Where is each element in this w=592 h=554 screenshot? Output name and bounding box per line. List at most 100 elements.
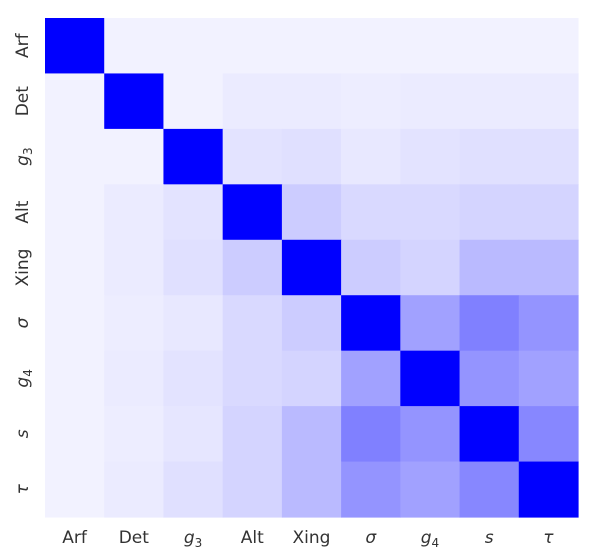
y-tick-label-σ: σ xyxy=(13,316,33,328)
heatmap-cell-Xing-σ xyxy=(341,239,401,296)
y-tick-label-g4: g4 xyxy=(13,369,35,387)
heatmap-cell-Arf-g3 xyxy=(163,18,224,75)
x-tick-label-s: s xyxy=(485,528,494,548)
heatmap-cell-g3-Xing xyxy=(281,128,342,185)
y-tick-label-s: s xyxy=(13,429,33,438)
heatmap-cell-σ-g4 xyxy=(400,295,461,352)
heatmap-cell-Xing-Det xyxy=(104,239,165,296)
heatmap-cell-Det-Alt xyxy=(222,73,283,130)
heatmap-cell-Arf-g4 xyxy=(400,18,461,75)
heatmap-cell-τ-Alt xyxy=(222,461,283,518)
x-tick-label-Det: Det xyxy=(119,528,150,548)
heatmap-cell-Alt-σ xyxy=(341,184,401,241)
heatmap-cell-s-s xyxy=(459,406,520,463)
y-tick-label-Arf: Arf xyxy=(13,32,33,58)
heatmap-cell-s-Alt xyxy=(222,406,283,463)
heatmap-cell-Alt-g3 xyxy=(163,184,224,241)
heatmap-cell-Xing-Alt xyxy=(222,239,283,296)
heatmap-cell-Alt-s xyxy=(459,184,520,241)
heatmap-cell-τ-Xing xyxy=(281,461,342,518)
heatmap-cell-g4-Alt xyxy=(222,350,283,407)
heatmap-cell-Arf-Det xyxy=(104,18,165,75)
heatmap-cell-σ-Arf xyxy=(45,295,105,352)
heatmap-cell-g3-τ xyxy=(518,128,579,185)
heatmap-cell-g4-g3 xyxy=(163,350,224,407)
heatmap-cell-s-τ xyxy=(518,406,579,463)
x-tick-label-g3: g3 xyxy=(184,528,202,550)
heatmap-cell-g4-Arf xyxy=(45,350,105,407)
x-tick-label-Alt: Alt xyxy=(241,528,264,548)
heatmap-cell-Xing-Xing xyxy=(281,239,342,296)
heatmap-cell-s-Det xyxy=(104,406,165,463)
heatmap-cell-Xing-g4 xyxy=(400,239,461,296)
heatmap-cell-Xing-Arf xyxy=(45,239,105,296)
heatmap-cell-Det-s xyxy=(459,73,520,130)
heatmap-cell-Arf-τ xyxy=(518,18,579,75)
heatmap-cell-σ-Det xyxy=(104,295,165,352)
y-tick-label-Xing: Xing xyxy=(13,249,33,287)
heatmap-cell-Det-Xing xyxy=(281,73,342,130)
heatmap-cell-g3-Arf xyxy=(45,128,105,185)
heatmap-cell-Arf-Xing xyxy=(281,18,342,75)
heatmap-cell-g3-σ xyxy=(341,128,401,185)
y-axis-tick-labels: Arf Det g3 Alt Xing σ g4 s τ xyxy=(13,32,35,494)
heatmap-cell-g4-σ xyxy=(341,350,401,407)
y-tick-label-g3: g3 xyxy=(13,147,35,165)
heatmap-cell-Det-Arf xyxy=(45,73,105,130)
heatmap-cell-g3-Det xyxy=(104,128,165,185)
heatmap-cell-Det-σ xyxy=(341,73,401,130)
heatmap-cell-τ-Det xyxy=(104,461,165,518)
heatmap-cell-Alt-Xing xyxy=(281,184,342,241)
heatmap-cell-σ-s xyxy=(459,295,520,352)
x-tick-label-Arf: Arf xyxy=(62,528,88,548)
heatmap-cell-Det-τ xyxy=(518,73,579,130)
heatmap-cell-σ-τ xyxy=(518,295,579,352)
heatmap-cell-Alt-Arf xyxy=(45,184,105,241)
y-tick-label-Det: Det xyxy=(13,86,33,117)
heatmap-cell-Arf-Alt xyxy=(222,18,283,75)
heatmap-cell-Det-g3 xyxy=(163,73,224,130)
heatmap-cell-Alt-g4 xyxy=(400,184,461,241)
heatmap-cell-g3-s xyxy=(459,128,520,185)
heatmap-cell-τ-Arf xyxy=(45,461,105,518)
heatmap-cell-Arf-σ xyxy=(341,18,401,75)
heatmap-cell-τ-s xyxy=(459,461,520,518)
heatmap-cell-Xing-τ xyxy=(518,239,579,296)
heatmap-cell-s-σ xyxy=(341,406,401,463)
heatmap-cell-Det-g4 xyxy=(400,73,461,130)
x-tick-label-σ: σ xyxy=(365,528,377,548)
heatmap-cell-s-g4 xyxy=(400,406,461,463)
heatmap-cell-σ-Xing xyxy=(281,295,342,352)
heatmap-cell-s-Arf xyxy=(45,406,105,463)
x-tick-label-τ: τ xyxy=(543,528,554,548)
heatmap-cell-g4-s xyxy=(459,350,520,407)
heatmap-cell-σ-Alt xyxy=(222,295,283,352)
heatmap-cell-s-g3 xyxy=(163,406,224,463)
heatmap-cell-Alt-Det xyxy=(104,184,165,241)
heatmap-cell-Xing-s xyxy=(459,239,520,296)
heatmap-cell-g3-Alt xyxy=(222,128,283,185)
heatmap-cell-τ-τ xyxy=(518,461,579,518)
heatmap-cells xyxy=(45,18,579,518)
heatmap-cell-Xing-g3 xyxy=(163,239,224,296)
y-tick-label-Alt: Alt xyxy=(13,200,33,223)
heatmap-cell-Alt-Alt xyxy=(222,184,283,241)
heatmap-cell-σ-g3 xyxy=(163,295,224,352)
heatmap-cell-g4-τ xyxy=(518,350,579,407)
heatmap-cell-g4-Det xyxy=(104,350,165,407)
heatmap-cell-s-Xing xyxy=(281,406,342,463)
heatmap-cell-g4-Xing xyxy=(281,350,342,407)
heatmap-cell-Arf-s xyxy=(459,18,520,75)
x-tick-label-Xing: Xing xyxy=(293,528,331,548)
heatmap-cell-Arf-Arf xyxy=(45,18,105,75)
heatmap-cell-Det-Det xyxy=(104,73,165,130)
heatmap-cell-g4-g4 xyxy=(400,350,461,407)
heatmap-cell-g3-g4 xyxy=(400,128,461,185)
heatmap-cell-τ-g4 xyxy=(400,461,461,518)
heatmap-cell-g3-g3 xyxy=(163,128,224,185)
x-tick-label-g4: g4 xyxy=(421,528,439,550)
heatmap-cell-σ-σ xyxy=(341,295,401,352)
heatmap-cell-τ-σ xyxy=(341,461,401,518)
heatmap-cell-Alt-τ xyxy=(518,184,579,241)
